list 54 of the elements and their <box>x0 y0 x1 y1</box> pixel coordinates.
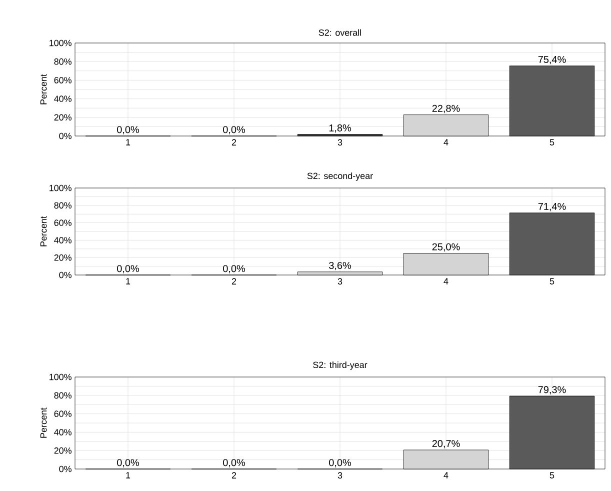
x-tick-label: 4 <box>444 278 448 284</box>
y-tick-label: 0% <box>59 132 72 140</box>
data-label: 0,0% <box>117 459 140 468</box>
x-tick-label: 5 <box>550 472 554 478</box>
y-tick-label: 40% <box>54 96 72 102</box>
data-label: 0,0% <box>223 265 246 274</box>
y-tick-label: 80% <box>54 58 72 65</box>
data-label: 20,7% <box>432 440 460 448</box>
y-axis-title: Percent <box>40 216 47 246</box>
y-tick-label: 0% <box>59 272 72 278</box>
y-tick-label: 60% <box>54 220 72 226</box>
y-tick-label: 100% <box>50 40 72 46</box>
x-tick-label: 2 <box>232 139 236 146</box>
x-tick-label: 1 <box>126 278 130 284</box>
y-tick-label: 100% <box>50 184 72 192</box>
x-tick-label: 5 <box>550 278 554 284</box>
x-tick-label: 2 <box>232 472 236 478</box>
data-label: 79,3% <box>538 386 566 394</box>
data-label: 1,8% <box>329 124 352 133</box>
y-axis-title: Percent <box>40 408 47 438</box>
y-tick-label: 60% <box>54 77 72 84</box>
chart-title: S2: overall <box>318 29 361 36</box>
x-tick-label: 1 <box>126 139 130 146</box>
x-tick-label: 2 <box>232 278 236 284</box>
data-label: 3,6% <box>329 262 352 270</box>
data-label: 0,0% <box>223 459 246 468</box>
y-tick-label: 20% <box>54 114 72 121</box>
y-tick-label: 40% <box>54 429 72 436</box>
chart-title: S2: third-year <box>313 361 368 370</box>
y-tick-label: 80% <box>54 392 72 399</box>
y-tick-label: 100% <box>50 374 72 380</box>
data-label: 22,8% <box>432 104 460 114</box>
y-tick-label: 60% <box>54 410 72 417</box>
data-label: 25,0% <box>432 243 460 252</box>
data-label: 0,0% <box>117 126 140 134</box>
x-tick-label: 3 <box>338 139 342 146</box>
x-tick-label: 4 <box>444 472 448 478</box>
x-tick-label: 3 <box>338 472 342 479</box>
x-tick-label: 4 <box>444 139 448 146</box>
y-axis-title: Percent <box>40 74 47 104</box>
x-tick-label: 1 <box>126 472 130 478</box>
x-tick-label: 5 <box>550 139 554 146</box>
data-label: 0,0% <box>223 126 246 134</box>
data-label: 0,0% <box>329 459 352 468</box>
data-label: 71,4% <box>538 202 566 212</box>
x-tick-label: 3 <box>338 278 342 285</box>
y-tick-label: 20% <box>54 254 72 261</box>
y-tick-label: 80% <box>54 202 72 209</box>
y-tick-label: 20% <box>54 447 72 454</box>
y-tick-label: 40% <box>54 237 72 244</box>
data-label: 0,0% <box>117 265 140 274</box>
chart-title: S2: second-year <box>307 172 373 181</box>
data-label: 75,4% <box>538 56 566 64</box>
y-tick-label: 0% <box>59 466 72 472</box>
